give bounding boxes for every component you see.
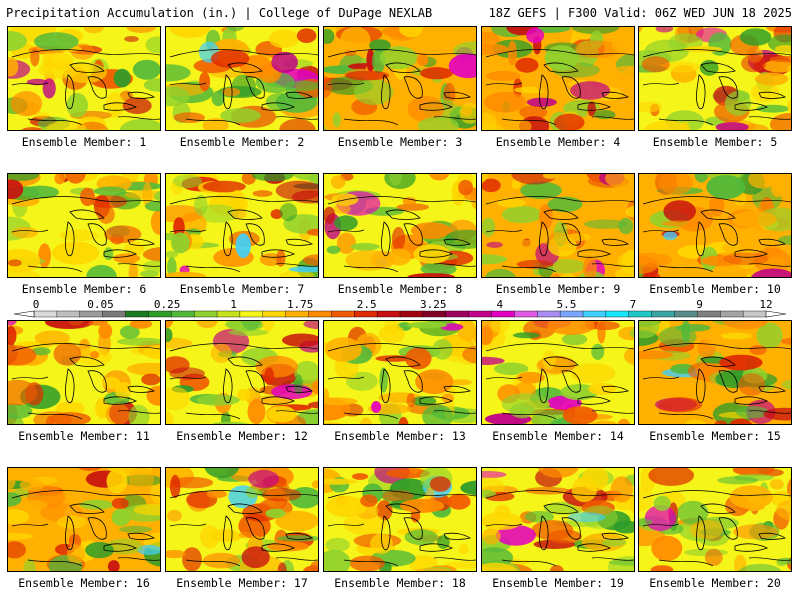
ensemble-member-map — [165, 320, 319, 425]
colorbar-tick-label: 1 — [230, 298, 237, 311]
ensemble-member-label: Ensemble Member: 2 — [179, 135, 305, 149]
ensemble-member-label: Ensemble Member: 10 — [649, 282, 781, 296]
ensemble-member-label: Ensemble Member: 18 — [334, 576, 466, 590]
ensemble-member-map — [165, 26, 319, 131]
colorbar-swatch — [697, 310, 721, 318]
colorbar-tick-label: 3.25 — [420, 298, 447, 311]
colorbar-tick-label: 0 — [33, 298, 40, 311]
colorbar-tick-label: 0.05 — [87, 298, 114, 311]
colorbar-swatch — [239, 310, 264, 318]
ensemble-member-map — [7, 173, 161, 278]
ensemble-member-label: Ensemble Member: 14 — [492, 429, 624, 443]
colorbar-swatch — [33, 310, 58, 318]
model-run-info: 18Z GEFS | F300 Valid: 06Z WED JUN 18 20… — [488, 6, 792, 20]
colorbar-swatch — [308, 310, 332, 318]
colorbar-swatch — [171, 310, 195, 318]
ensemble-member-map — [7, 320, 161, 425]
colorbar-swatch — [331, 310, 355, 318]
colorbar-swatch — [651, 310, 676, 318]
colorbar-swatch — [376, 310, 401, 318]
ensemble-member-map — [165, 467, 319, 572]
ensemble-member-map — [638, 173, 792, 278]
ensemble-member-label: Ensemble Member: 20 — [649, 576, 781, 590]
colorbar-swatch — [537, 310, 561, 318]
colorbar-tick-label: 12 — [759, 298, 772, 311]
colorbar-swatch — [125, 310, 149, 318]
colorbar-swatch — [193, 310, 218, 318]
colorbar-tick-label: 4 — [496, 298, 503, 311]
ensemble-member-map — [323, 173, 477, 278]
ensemble-member-map — [481, 320, 635, 425]
ensemble-member-label: Ensemble Member: 7 — [179, 282, 305, 296]
colorbar-swatch — [491, 310, 515, 318]
colorbar-swatch — [262, 310, 287, 318]
ensemble-member-label: Ensemble Member: 15 — [649, 429, 781, 443]
colorbar-swatch — [422, 310, 447, 318]
colorbar-swatch — [354, 310, 378, 318]
ensemble-member-map — [323, 320, 477, 425]
colorbar-swatch — [582, 310, 607, 318]
colorbar-swatch — [674, 310, 698, 318]
ensemble-member-label: Ensemble Member: 16 — [18, 576, 150, 590]
ensemble-member-label: Ensemble Member: 17 — [176, 576, 308, 590]
ensemble-member-label: Ensemble Member: 8 — [337, 282, 463, 296]
colorbar-swatch — [720, 310, 744, 318]
ensemble-member-map — [165, 173, 319, 278]
ensemble-member-label: Ensemble Member: 13 — [334, 429, 466, 443]
ensemble-member-map — [323, 26, 477, 131]
colorbar-tick-label: 9 — [696, 298, 703, 311]
ensemble-member-label: Ensemble Member: 6 — [21, 282, 147, 296]
colorbar-swatch — [399, 310, 424, 318]
colorbar-tick-label: 1.75 — [287, 298, 314, 311]
colorbar-right-arrow — [765, 310, 787, 318]
ensemble-member-label: Ensemble Member: 4 — [495, 135, 621, 149]
ensemble-member-map — [481, 173, 635, 278]
map-title: Precipitation Accumulation (in.) | Colle… — [6, 6, 433, 20]
colorbar-swatch — [148, 310, 172, 318]
precipitation-colorbar: 0 0.05 0.25 1 1.75 2.5 3.25 4 5.5 7 9 12 — [13, 298, 787, 318]
colorbar-tick-label: 7 — [630, 298, 637, 311]
ensemble-member-map — [638, 320, 792, 425]
ensemble-member-map — [323, 467, 477, 572]
colorbar-swatch — [514, 310, 538, 318]
ensemble-member-label: Ensemble Member: 1 — [21, 135, 147, 149]
ensemble-member-label: Ensemble Member: 19 — [492, 576, 624, 590]
ensemble-member-label: Ensemble Member: 5 — [652, 135, 778, 149]
colorbar-tick-label: 2.5 — [357, 298, 377, 311]
colorbar-swatch — [56, 310, 81, 318]
colorbar-swatch — [102, 310, 127, 318]
ensemble-member-map — [481, 467, 635, 572]
ensemble-member-label: Ensemble Member: 9 — [495, 282, 621, 296]
ensemble-member-map — [7, 26, 161, 131]
ensemble-member-label: Ensemble Member: 11 — [18, 429, 150, 443]
ensemble-member-map — [7, 467, 161, 572]
colorbar-swatch — [468, 310, 493, 318]
colorbar-swatch — [605, 310, 630, 318]
colorbar-swatch — [445, 310, 470, 318]
ensemble-member-label: Ensemble Member: 12 — [176, 429, 308, 443]
ensemble-member-map — [638, 26, 792, 131]
colorbar-swatch — [628, 310, 653, 318]
ensemble-member-map — [481, 26, 635, 131]
ensemble-member-map — [638, 467, 792, 572]
colorbar-swatch — [285, 310, 310, 318]
colorbar-left-arrow — [13, 310, 35, 318]
colorbar-tick-label: 0.25 — [154, 298, 181, 311]
colorbar-swatch — [216, 310, 241, 318]
colorbar-swatch — [79, 310, 104, 318]
colorbar-tick-label: 5.5 — [556, 298, 576, 311]
ensemble-member-label: Ensemble Member: 3 — [337, 135, 463, 149]
colorbar-swatch — [559, 310, 584, 318]
colorbar-swatch — [742, 310, 767, 318]
